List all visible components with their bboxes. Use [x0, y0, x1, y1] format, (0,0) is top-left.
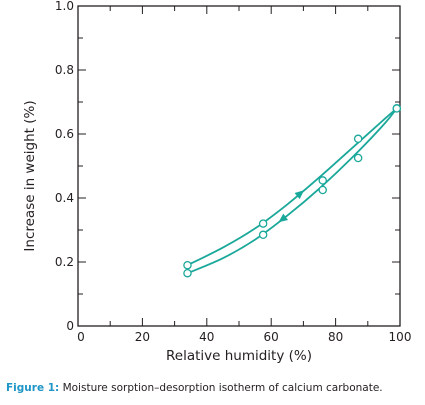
y-tick-label: 1.0 [55, 0, 74, 13]
x-tick-label: 40 [199, 330, 214, 344]
y-axis-label: Increase in weight (%) [22, 100, 38, 251]
isotherm-chart: 0 20 40 60 80 100 0 0.2 0.4 0.6 0.8 1.0 Relative hu… [22, 0, 412, 364]
plot-axes [77, 5, 401, 327]
plot-frame [77, 5, 401, 327]
sorption-curve [187, 107, 398, 275]
sorption-point [392, 104, 402, 113]
x-tick-label: 100 [389, 330, 412, 344]
y-tick-label: 0.2 [55, 255, 74, 269]
x-tick-label: 20 [135, 330, 150, 344]
caption-text: Moisture sorption–desorption isotherm of… [62, 382, 383, 394]
sorption-point [183, 268, 192, 278]
y-tick-label: 0.4 [55, 191, 74, 205]
direction-arrows [278, 190, 304, 223]
x-tick-label: 0 [77, 330, 85, 344]
desorption-point [183, 260, 192, 270]
desorption-point [353, 134, 363, 144]
sorption-arrow [278, 213, 289, 223]
y-tick-label: 0.6 [55, 127, 74, 141]
x-tick-label: 60 [264, 330, 279, 344]
figure-caption: Figure 1: Moisture sorption–desorption i… [6, 382, 383, 394]
y-tick-label: 0 [66, 319, 74, 333]
desorption-curve [187, 107, 398, 267]
x-axis-label: Relative humidity (%) [166, 348, 312, 364]
tick-labels: 0 20 40 60 80 100 0 0.2 0.4 0.6 0.8 1.0 [55, 0, 412, 344]
desorption-point [318, 176, 327, 185]
y-tick-label: 0.8 [55, 63, 74, 77]
desorption-point [258, 219, 268, 228]
sorption-point [318, 185, 327, 195]
x-tick-label: 80 [328, 330, 343, 344]
data-markers [183, 104, 402, 278]
series-curves [187, 107, 398, 275]
sorption-point [258, 230, 268, 240]
caption-label: Figure 1: [6, 382, 60, 394]
sorption-point [353, 153, 363, 163]
desorption-arrow [294, 190, 304, 200]
